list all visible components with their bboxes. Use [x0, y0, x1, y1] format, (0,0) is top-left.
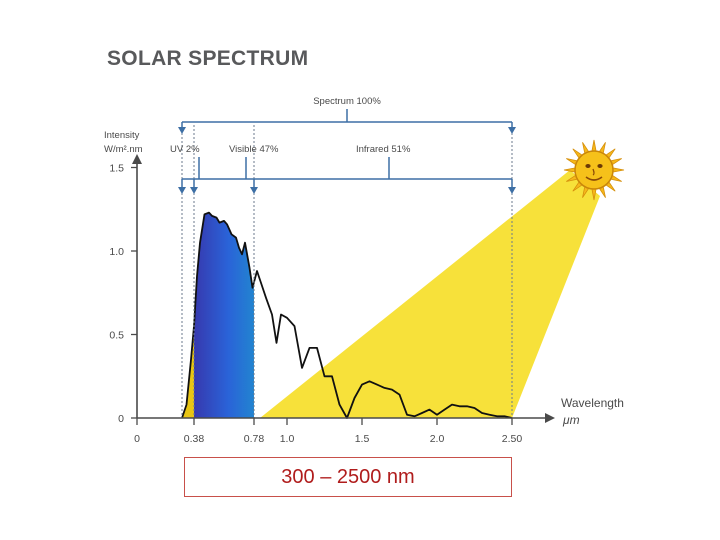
band-label-uv: UV 2%: [170, 144, 200, 155]
bracket-arrowhead: [178, 187, 186, 194]
x-tick-label: 1.0: [280, 433, 295, 445]
y-tick-label: 1.0: [109, 246, 124, 258]
band-label-visible: Visible 47%: [229, 144, 279, 155]
band-brackets: Spectrum 100% UV 2% Visible 47% Infrared 51…: [170, 96, 516, 194]
x-tick-label: 1.5: [355, 433, 370, 445]
x-axis-label-line1: Wavelength: [561, 396, 624, 410]
x-tick-label: 2.50: [502, 433, 523, 445]
bracket-arrowhead: [250, 187, 258, 194]
sun-icon: [563, 139, 625, 201]
band-label-spectrum: Spectrum 100%: [313, 96, 381, 107]
band-label-infrared: Infrared 51%: [356, 144, 411, 155]
sunbeam-wedge: [260, 170, 600, 418]
bracket-arrowhead: [508, 187, 516, 194]
bracket-arrowhead: [178, 127, 186, 134]
band-guides: [181, 125, 513, 418]
y-axis-label-line1: Intensity: [104, 130, 140, 141]
axes: 0 0.38 0.78 1.0 1.5 2.0 2.50 0 0.5 1.0 1.5: [109, 154, 555, 445]
y-tick-label: 0.5: [109, 330, 124, 342]
x-axis-arrowhead: [545, 413, 555, 423]
x-tick-label: 0.78: [244, 433, 265, 445]
x-tick-label: 0.38: [184, 433, 205, 445]
wavelength-range-caption: 300 – 2500 nm: [184, 457, 512, 497]
x-axis-label-line2: μm: [562, 413, 580, 427]
y-tick-label: 1.5: [109, 163, 124, 175]
y-axis-label-line2: W/m².nm: [104, 144, 143, 155]
bracket-arrowhead: [508, 127, 516, 134]
bracket-arrowhead: [190, 187, 198, 194]
visible-band-fill: [194, 212, 254, 418]
x-tick-label: 0: [134, 433, 140, 445]
chart-title: SOLAR SPECTRUM: [107, 47, 308, 70]
x-tick-label: 2.0: [430, 433, 445, 445]
uv-band-fill: [182, 326, 194, 418]
spectrum-curve: [181, 211, 513, 419]
caption-text: 300 – 2500 nm: [281, 465, 415, 488]
y-tick-label: 0: [118, 413, 124, 425]
y-axis-arrowhead: [132, 154, 142, 164]
